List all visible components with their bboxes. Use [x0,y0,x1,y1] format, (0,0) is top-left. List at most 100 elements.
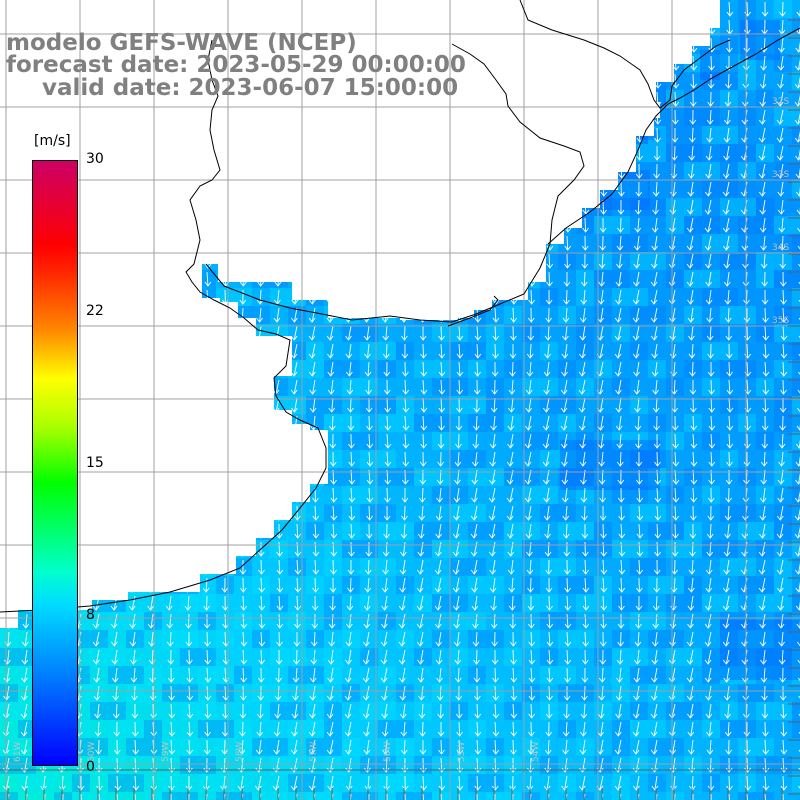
wind-arrow [705,271,712,287]
wind-arrow [528,289,535,305]
wind-arrow [578,379,586,395]
wind-arrow [722,181,730,197]
wind-arrow [777,73,784,89]
ocean-cell [720,620,800,680]
wind-arrow [488,523,496,539]
wind-arrow [633,235,641,251]
wind-arrow [688,343,696,359]
wind-arrow [456,325,464,341]
wind-arrow [723,271,731,287]
ocean-cell [522,684,540,702]
wind-arrow [669,199,677,215]
wind-arrow [366,451,374,467]
wind-arrow [614,325,622,341]
wind-arrow [418,505,426,521]
wind-arrow [653,163,660,179]
wind-arrow [524,487,532,503]
wind-arrow [365,379,372,395]
wind-arrow [309,397,317,413]
wind-arrow [435,505,443,521]
wind-arrow [759,91,766,107]
wind-arrow [634,199,642,215]
ocean-cell [558,504,576,522]
wind-arrow [726,397,734,413]
wind-arrow [635,433,642,449]
wind-arrow [582,541,589,557]
ocean-cell [522,378,540,396]
wind-arrow [723,145,730,161]
wind-arrow [758,163,766,179]
wind-arrow [418,487,426,503]
wind-arrow [778,433,786,449]
ocean-cell [378,450,396,468]
wind-arrow [347,415,355,431]
wind-arrow [743,307,751,323]
wind-arrow [722,199,730,215]
ocean-cell [558,612,576,630]
wind-arrow [524,451,532,467]
wind-arrow [327,379,335,395]
wind-arrow [527,307,535,323]
ocean-cell [486,414,504,432]
ocean-cell [738,72,756,90]
ocean-cell [738,252,756,270]
ocean-cell [720,288,738,306]
latitude-label: 33S [772,170,789,180]
wind-arrow [615,271,623,287]
ocean-cell [450,342,468,360]
wind-arrow [348,487,356,503]
wind-arrow [636,505,644,521]
ocean-cell [630,504,648,522]
wind-arrow [509,343,517,359]
wind-arrow [438,325,445,341]
wind-arrow [762,325,770,341]
wind-arrow [777,199,785,215]
wind-arrow [708,397,716,413]
wind-arrow [561,487,569,503]
ocean-cell [450,324,468,342]
wind-arrow [580,271,588,287]
wind-arrow [706,541,714,557]
ocean-cell [720,90,738,108]
ocean-cell [702,720,720,738]
wind-arrow [453,487,461,503]
wind-arrow [256,307,263,323]
wind-arrow [600,541,608,557]
wind-arrow [797,227,800,233]
wind-arrow [777,55,785,71]
wind-arrow [453,505,460,521]
ocean-cell [270,702,288,720]
ocean-cell [702,108,720,126]
ocean-cell [450,648,468,666]
wind-arrow [636,541,644,557]
wind-arrow [706,109,714,125]
ocean-cell [468,450,486,468]
wind-arrow [402,397,410,413]
wind-arrow [744,433,751,449]
wind-arrow [330,487,338,503]
wind-arrow [364,343,371,359]
wind-arrow [758,541,766,557]
wind-arrow [366,415,373,431]
wind-arrow [454,451,462,467]
ocean-cell [648,630,666,648]
wind-arrow [402,451,410,467]
wind-arrow [452,523,460,539]
wind-arrow [399,559,407,575]
wind-arrow [632,325,640,341]
wind-arrow [707,73,715,89]
wind-arrow [636,487,644,503]
ocean-cell [792,540,800,558]
wind-arrow [383,523,390,539]
wind-arrow [600,199,607,215]
wind-arrow [687,181,695,197]
wind-arrow [492,307,500,323]
ocean-cell [144,612,162,630]
wind-arrow [470,523,478,539]
ocean-cell [324,396,342,414]
wind-arrow [777,181,785,197]
wind-arrow [616,253,623,269]
ocean-cell [666,576,684,594]
wind-arrow [438,343,446,359]
